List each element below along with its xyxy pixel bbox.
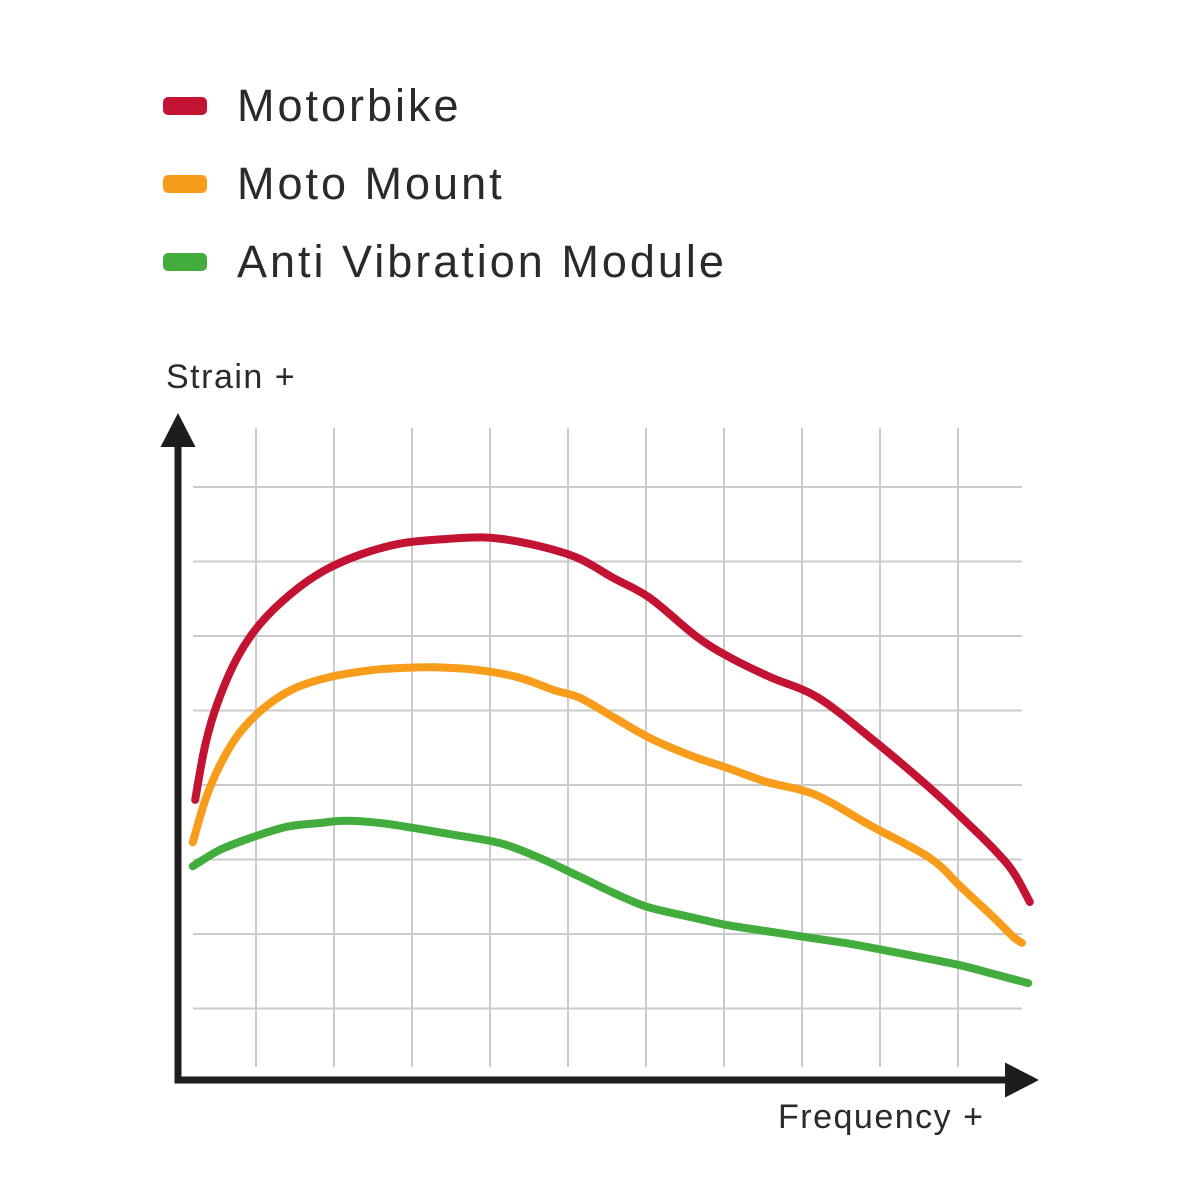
legend-item-moto-mount: Moto Mount — [163, 145, 727, 223]
y-axis-arrowhead-icon — [160, 413, 196, 447]
x-axis-arrowhead-icon — [1005, 1062, 1039, 1098]
x-axis-label: Frequency + — [778, 1098, 985, 1136]
legend-swatch-anti-vibration-module — [163, 253, 207, 271]
series-curve-motorbike — [191, 533, 1034, 906]
legend-label-motorbike: Motorbike — [237, 80, 462, 131]
legend-swatch-moto-mount — [163, 175, 207, 193]
legend: Motorbike Moto Mount Anti Vibration Modu… — [163, 67, 727, 301]
legend-label-anti-vibration-module: Anti Vibration Module — [237, 236, 727, 287]
legend-swatch-motorbike — [163, 97, 207, 115]
legend-item-motorbike: Motorbike — [163, 67, 727, 145]
y-axis-label: Strain + — [166, 358, 297, 396]
legend-label-moto-mount: Moto Mount — [237, 158, 505, 209]
legend-item-anti-vibration-module: Anti Vibration Module — [163, 223, 727, 301]
series-curve-moto-mount — [188, 663, 1026, 947]
series-curve-anti-vibration-module — [188, 816, 1033, 988]
